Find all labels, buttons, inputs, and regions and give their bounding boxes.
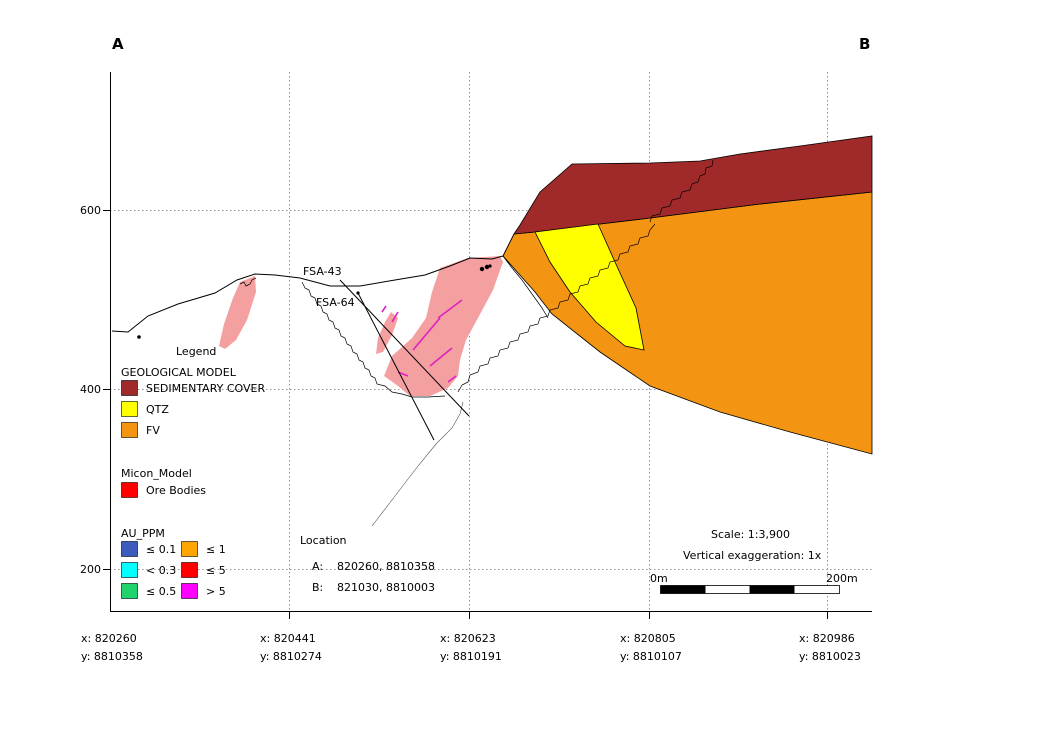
x-tick-label-5-y: y: 8810023 <box>799 650 861 663</box>
x-tick-label-1-y: y: 8810358 <box>81 650 143 663</box>
legend-label-au-2: < 0.3 <box>146 564 176 577</box>
y-tick-label-600: 600 <box>80 204 101 217</box>
legend-label-ore-bodies: Ore Bodies <box>146 484 206 497</box>
ore-body-1 <box>219 276 256 349</box>
contact-line-upper <box>649 159 714 223</box>
collar-point-2 <box>356 291 360 295</box>
legend-swatch-ore-bodies <box>121 482 138 498</box>
x-tick-label-3-y: y: 8810191 <box>440 650 502 663</box>
legend: Legend GEOLOGICAL MODEL SEDIMENTARY COVE… <box>121 345 265 599</box>
assay-marks <box>381 299 463 383</box>
drillhole-fsa43-label: FSA-43 <box>303 265 342 278</box>
section-label-b: B <box>859 35 870 53</box>
collar-point-5 <box>488 264 492 268</box>
x-tick-label-2-x: x: 820441 <box>260 632 316 645</box>
legend-label-au-3: ≤ 0.5 <box>146 585 176 598</box>
qtz-unit <box>534 223 645 351</box>
location-b-label: B: <box>312 581 323 594</box>
location-title: Location <box>300 534 347 547</box>
ore-body-3 <box>384 256 503 396</box>
contact-line-ore1 <box>239 277 257 287</box>
collar-point-4 <box>484 264 490 270</box>
legend-swatch-au-4 <box>181 541 198 557</box>
assay-mark-3 <box>412 317 441 351</box>
topography-line <box>111 255 504 333</box>
x-tick-label-4-y: y: 8810107 <box>620 650 682 663</box>
assay-mark-6 <box>429 347 453 367</box>
collar-points <box>137 264 492 339</box>
contact-line-west <box>301 281 446 398</box>
scale-exaggeration: Vertical exaggeration: 1x <box>683 549 822 562</box>
legend-label-au-1: ≤ 0.1 <box>146 543 176 556</box>
y-tick-label-400: 400 <box>80 383 101 396</box>
x-tick-label-1-x: x: 820260 <box>81 632 137 645</box>
collar-point-3 <box>479 266 485 272</box>
ore-bodies <box>219 256 503 396</box>
drillhole-fsa43-trace <box>339 279 470 417</box>
scale-bar-segment-3 <box>749 585 795 594</box>
legend-swatch-au-2 <box>121 562 138 578</box>
assay-mark-7 <box>447 375 457 383</box>
legend-label-au-4: ≤ 1 <box>206 543 226 556</box>
collar-point-1 <box>137 335 141 339</box>
scale-bar-segment-1 <box>660 585 706 594</box>
legend-geo-title: GEOLOGICAL MODEL <box>121 366 237 379</box>
legend-swatch-sedimentary <box>121 380 138 396</box>
assay-mark-2 <box>391 311 399 323</box>
x-tick-label-2-y: y: 8810274 <box>260 650 322 663</box>
legend-swatch-au-5 <box>181 562 198 578</box>
legend-swatch-au-6 <box>181 583 198 599</box>
x-axis-ticks <box>289 611 828 619</box>
location-b-value: 821030, 8810003 <box>337 581 435 594</box>
contact-line-trench <box>502 255 549 319</box>
section-label-a: A <box>112 35 124 53</box>
x-tick-label-5-x: x: 820986 <box>799 632 855 645</box>
legend-swatch-au-1 <box>121 541 138 557</box>
drillhole-fsa64-trace <box>357 292 435 441</box>
legend-swatch-qtz <box>121 401 138 417</box>
x-tick-label-3-x: x: 820623 <box>440 632 496 645</box>
legend-micon-title: Micon_Model <box>121 467 192 480</box>
scale-text: Scale: 1:3,900 <box>711 528 790 541</box>
location-a-label: A: <box>312 560 323 573</box>
lower-trace-line <box>371 401 464 527</box>
legend-swatch-au-3 <box>121 583 138 599</box>
drillholes <box>339 279 470 441</box>
legend-label-fv: FV <box>146 424 160 437</box>
assay-mark-4 <box>437 299 463 319</box>
y-tick-label-200: 200 <box>80 563 101 576</box>
x-tick-label-4-x: x: 820805 <box>620 632 676 645</box>
scale-block: Scale: 1:3,900 Vertical exaggeration: 1x… <box>650 528 858 594</box>
scale-bar-start-label: 0m <box>650 572 668 585</box>
location-block: Location A: 820260, 8810358 B: 821030, 8… <box>300 534 435 594</box>
assay-mark-1 <box>381 305 387 313</box>
drillhole-fsa64-label: FSA-64 <box>316 296 355 309</box>
ore-body-2 <box>376 312 398 354</box>
legend-swatch-fv <box>121 422 138 438</box>
legend-label-au-5: ≤ 5 <box>206 564 226 577</box>
legend-title: Legend <box>176 345 216 358</box>
legend-label-au-6: > 5 <box>206 585 226 598</box>
contact-line-east <box>457 223 656 393</box>
legend-label-qtz: QTZ <box>146 403 169 416</box>
legend-au-title: AU_PPM <box>121 527 165 540</box>
y-axis-ticks <box>103 210 110 570</box>
scale-bar-end-label: 200m <box>826 572 858 585</box>
location-a-value: 820260, 8810358 <box>337 560 435 573</box>
legend-label-sedimentary: SEDIMENTARY COVER <box>146 382 265 395</box>
